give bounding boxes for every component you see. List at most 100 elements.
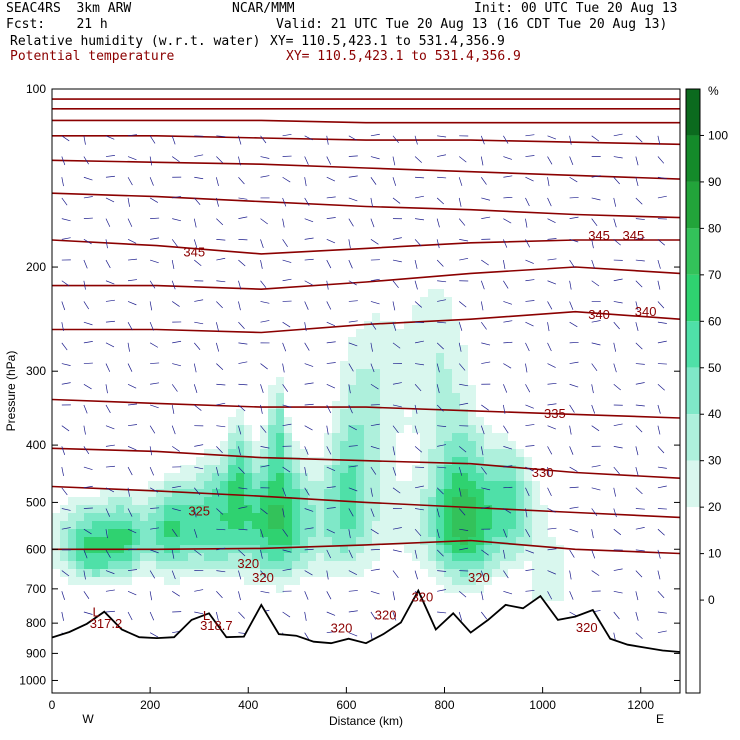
wind-vector (635, 237, 645, 240)
rh-cell (92, 513, 100, 521)
y-tick-label: 100 (26, 82, 46, 96)
rh-cell (204, 513, 212, 521)
rh-cell (348, 417, 356, 425)
rh-cell (340, 425, 348, 433)
init-time: Init: 00 UTC Tue 20 Aug 13 (474, 1, 678, 16)
wind-vector (304, 322, 307, 332)
rh-cell (324, 561, 332, 569)
wind-vector (503, 320, 513, 323)
rh-cell (204, 537, 212, 545)
wind-vector (348, 632, 358, 637)
rh-cell (540, 553, 548, 561)
rh-cell (300, 489, 308, 497)
rh-cell (460, 465, 468, 473)
rh-cell (284, 481, 292, 489)
wind-vector (304, 177, 307, 187)
wind-vector (635, 466, 639, 476)
wind-vector (480, 280, 485, 290)
rh-cell (340, 409, 348, 417)
rh-cell (116, 569, 124, 577)
wind-vector (172, 485, 182, 489)
rh-cell (116, 577, 124, 585)
rh-cell (460, 529, 468, 537)
wind-vector (525, 134, 535, 137)
rh-cell (428, 409, 436, 417)
rh-cell (436, 569, 444, 577)
wind-vector (348, 549, 353, 559)
rh-cell (420, 329, 428, 337)
rh-cell (172, 521, 180, 529)
wind-vector (635, 570, 643, 578)
rh-cell (180, 481, 188, 489)
rh-cell (356, 521, 364, 529)
wind-vector (591, 465, 601, 468)
wind-vector (127, 301, 137, 306)
rh-cell (420, 537, 428, 545)
isentrope (52, 119, 680, 124)
rh-cell (396, 385, 404, 393)
rh-cell (332, 409, 340, 417)
wind-vector (414, 195, 424, 199)
rh-cell (388, 481, 396, 489)
rh-cell (108, 505, 116, 513)
rh-cell (380, 385, 388, 393)
rh-cell (148, 521, 156, 529)
wind-vector (326, 404, 332, 414)
rh-cell (316, 529, 324, 537)
wind-vector (657, 485, 667, 489)
wind-vector (635, 591, 639, 601)
wind-vector (105, 363, 111, 372)
rh-cell (356, 481, 364, 489)
rh-cell (556, 553, 564, 561)
wind-vector (348, 404, 353, 414)
rh-cell (428, 385, 436, 393)
rh-cell (452, 385, 460, 393)
wind-vector (392, 301, 396, 311)
rh-cell (236, 417, 244, 425)
rh-cell (380, 369, 388, 377)
rh-cell (452, 441, 460, 449)
rh-cell (140, 505, 148, 513)
rh-cell (220, 489, 228, 497)
wind-vector (83, 404, 88, 414)
wind-vector (613, 528, 622, 536)
rh-cell (460, 433, 468, 441)
rh-cell (276, 385, 284, 393)
rh-cell (388, 353, 396, 361)
wind-vector (128, 403, 138, 406)
wind-vector (326, 528, 336, 534)
wind-vector (282, 278, 292, 282)
rh-cell (356, 569, 364, 577)
rh-cell (356, 417, 364, 425)
rh-cell (268, 489, 276, 497)
wind-vector (525, 466, 534, 472)
rh-cell (468, 481, 476, 489)
rh-cell (396, 521, 404, 529)
rh-cell (356, 505, 364, 513)
wind-vector (326, 425, 329, 435)
rh-cell (428, 353, 436, 361)
wind-vector (657, 135, 661, 145)
rh-cell (380, 441, 388, 449)
rh-cell (276, 585, 284, 593)
wind-vector (437, 425, 447, 428)
rh-cell (116, 521, 124, 529)
rh-cell (436, 305, 444, 313)
rh-cell (260, 449, 268, 457)
rh-cell (460, 409, 468, 417)
rh-cell (404, 497, 412, 505)
rh-cell (196, 529, 204, 537)
rh-cell (452, 529, 460, 537)
rh-cell (180, 497, 188, 505)
rh-cell (436, 353, 444, 361)
rh-cell (276, 449, 284, 457)
rh-cell (532, 529, 540, 537)
isentrope-label: 345 (183, 245, 205, 260)
wind-vector (348, 363, 354, 372)
rh-cell (396, 337, 404, 345)
rh-cell (476, 561, 484, 569)
rh-cell (380, 409, 388, 417)
wind-vector (61, 487, 68, 496)
rh-cell (84, 561, 92, 569)
rh-cell (316, 497, 324, 505)
